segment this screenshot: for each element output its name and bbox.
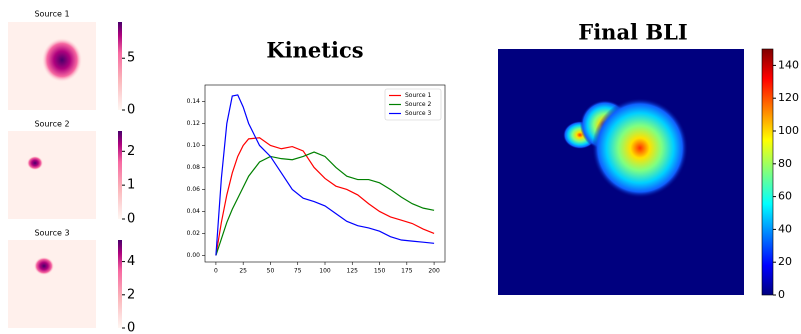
- colorbar-tick-label: 0: [127, 103, 135, 118]
- colorbar-tick-label: 100: [778, 124, 799, 137]
- colorbar-tick-label: 120: [778, 91, 799, 104]
- colorbar-tick-label: 0: [778, 288, 785, 301]
- colorbar-tick-label: 4: [127, 254, 135, 269]
- chart-title: Source 3: [34, 229, 69, 238]
- legend-label: Source 2: [405, 101, 432, 108]
- legend-box: [384, 88, 442, 121]
- source-3-image: [8, 240, 96, 328]
- x-tick-label: 150: [374, 268, 386, 275]
- colorbar-tick-label: 80: [778, 157, 792, 170]
- y-tick-label: 0.14: [187, 98, 201, 105]
- series-line: [215, 151, 435, 256]
- y-tick-label: 0.06: [187, 186, 201, 193]
- series-line: [215, 137, 435, 256]
- y-tick-label: 0.02: [187, 230, 201, 237]
- x-tick-label: 0: [214, 268, 218, 275]
- source-1-image: [8, 22, 96, 110]
- y-tick-label: 0.04: [187, 208, 201, 215]
- colorbar: [118, 131, 122, 219]
- colorbar-tick-label: 140: [778, 58, 799, 71]
- x-tick-label: 175: [401, 268, 413, 275]
- chart-title: Source 2: [34, 120, 69, 129]
- y-tick-label: 0.00: [187, 252, 201, 259]
- colorbar-tick-label: 0: [127, 212, 135, 227]
- colorbar: [761, 48, 774, 296]
- colorbar: [118, 22, 122, 110]
- x-tick-label: 75: [294, 268, 302, 275]
- x-tick-label: 50: [267, 268, 275, 275]
- colorbar-tick-label: 20: [778, 255, 792, 268]
- y-tick-label: 0.12: [187, 120, 201, 127]
- colorbar-tick-label: 60: [778, 190, 792, 203]
- colorbar-tick-label: 0: [127, 321, 135, 334]
- chart-title: Source 1: [34, 10, 69, 19]
- colorbar-tick-label: 5: [127, 51, 135, 66]
- chart-title: Kinetics: [266, 38, 363, 63]
- legend-label: Source 1: [405, 92, 432, 99]
- colorbar-tick-label: 40: [778, 222, 792, 235]
- x-tick-label: 100: [319, 268, 331, 275]
- series-line: [215, 94, 435, 256]
- x-tick-label: 25: [239, 268, 247, 275]
- x-tick-label: 125: [347, 268, 359, 275]
- chart-title: Final BLI: [578, 20, 687, 45]
- colorbar-tick-label: 1: [127, 178, 135, 193]
- colorbar: [118, 240, 122, 328]
- y-tick-label: 0.08: [187, 164, 201, 171]
- legend-label: Source 3: [405, 110, 432, 117]
- colorbar-tick-label: 2: [127, 287, 135, 302]
- x-tick-label: 200: [428, 268, 440, 275]
- colorbar-tick-label: 2: [127, 144, 135, 159]
- bli-image: [498, 49, 744, 295]
- y-tick-label: 0.10: [187, 142, 201, 149]
- source-2-image: [8, 131, 96, 219]
